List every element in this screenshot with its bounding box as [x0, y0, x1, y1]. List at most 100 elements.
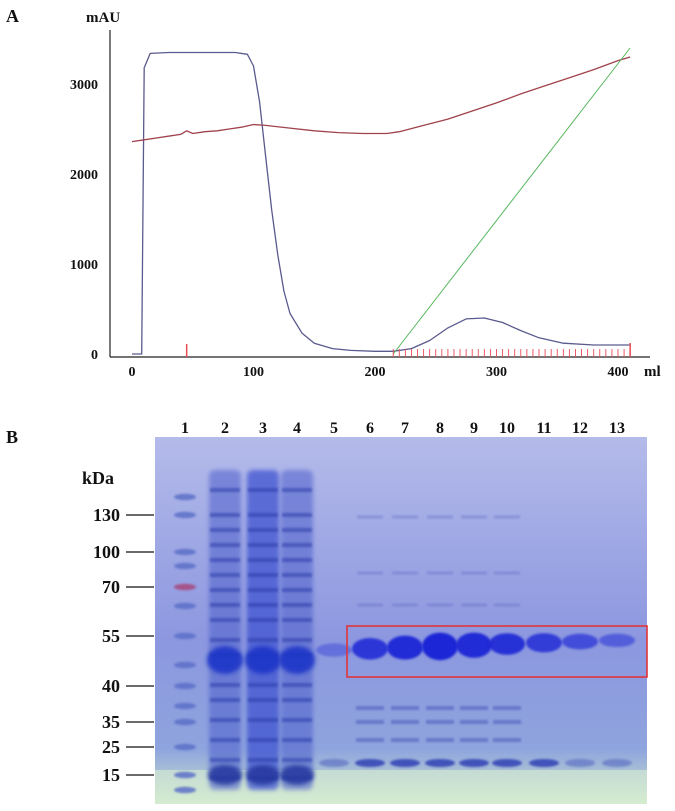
gel-band [282, 618, 312, 622]
gel-band [427, 603, 453, 607]
target-protein-band [422, 632, 458, 661]
target-protein-band [489, 633, 525, 655]
gel-band [280, 765, 314, 785]
series-group [131, 47, 631, 355]
gel-band [210, 558, 240, 562]
gel-band [282, 638, 312, 642]
gel-band [427, 515, 453, 519]
gel-band [282, 718, 312, 722]
ladder-band [174, 743, 196, 751]
gel-band [248, 698, 278, 702]
gel-band [461, 603, 487, 607]
ladder-band [174, 548, 196, 556]
gel-band [529, 759, 559, 767]
mw-label: 55 [102, 626, 120, 646]
target-protein-band [456, 632, 492, 658]
ladder-band [174, 718, 196, 726]
lane-label: 13 [609, 420, 625, 437]
gel-band [248, 683, 278, 687]
gel-band [494, 515, 520, 519]
gel-band [246, 765, 280, 785]
gel-band [492, 759, 522, 767]
lane-label: 11 [536, 420, 551, 437]
gel-band [282, 528, 312, 532]
x-axis-unit: ml [644, 364, 661, 380]
x-tick-label: 300 [486, 365, 507, 380]
gel-band [426, 706, 454, 710]
gel-band [248, 573, 278, 577]
gel-band [319, 759, 349, 767]
y-axis-unit: mAU [86, 10, 120, 26]
gel-band [248, 588, 278, 592]
gel-band [208, 765, 242, 785]
gel-band [210, 618, 240, 622]
lane-label: 7 [401, 420, 409, 437]
target-protein-band [316, 643, 352, 657]
gel-band [357, 603, 383, 607]
x-tick-label: 200 [365, 365, 386, 380]
mw-unit-label: kDa [82, 468, 114, 488]
gel-band [210, 758, 240, 762]
gel-band [392, 603, 418, 607]
gel-band [460, 738, 488, 742]
gel-band [248, 558, 278, 562]
ladder-band [174, 702, 196, 710]
ladder-band [174, 682, 196, 690]
gel-band [210, 603, 240, 607]
gel-band [282, 758, 312, 762]
gel-band [248, 758, 278, 762]
gel-band [210, 698, 240, 702]
lane-label: 6 [366, 420, 374, 437]
lane-label: 4 [293, 420, 301, 437]
gel-band [356, 706, 384, 710]
gradient-line [392, 47, 631, 355]
gel-band [392, 571, 418, 575]
gel-band [461, 571, 487, 575]
mw-label: 15 [102, 765, 120, 785]
gel-band [210, 718, 240, 722]
lane-label: 12 [572, 420, 588, 437]
gel-band [248, 603, 278, 607]
ladder-band [174, 771, 196, 779]
ladder-band [174, 661, 196, 669]
gel-band [248, 528, 278, 532]
gel-band [248, 638, 278, 642]
gel-band [210, 738, 240, 742]
gel-band [425, 759, 455, 767]
lysate-smear [281, 470, 313, 790]
gel-lanes [207, 470, 635, 790]
gel-band [493, 738, 521, 742]
panel-label-b: B [6, 427, 18, 447]
target-protein-band [562, 633, 598, 650]
gel-band [391, 706, 419, 710]
gel-band [282, 683, 312, 687]
lane-label: 5 [330, 420, 338, 437]
gel-band [494, 603, 520, 607]
gel-band [282, 588, 312, 592]
mw-label: 70 [102, 577, 120, 597]
gel-band [279, 646, 315, 674]
gel-band [248, 718, 278, 722]
gel-band [210, 638, 240, 642]
gel-band [282, 513, 312, 517]
gel-band [357, 571, 383, 575]
target-protein-band [387, 635, 423, 660]
lane-label: 2 [221, 420, 229, 437]
x-tick-label: 400 [608, 365, 629, 380]
gel-band [461, 515, 487, 519]
ladder-band [174, 493, 196, 501]
gel-band [282, 603, 312, 607]
gel-band [282, 558, 312, 562]
gel-band [210, 683, 240, 687]
mw-label: 130 [93, 505, 120, 525]
lane-label: 10 [499, 420, 515, 437]
target-protein-band [352, 638, 388, 660]
gel-band [427, 571, 453, 575]
gel-band [282, 573, 312, 577]
gel-band [207, 646, 243, 674]
gel-band [356, 720, 384, 724]
gel-band [460, 706, 488, 710]
lane-label: 1 [181, 420, 189, 437]
